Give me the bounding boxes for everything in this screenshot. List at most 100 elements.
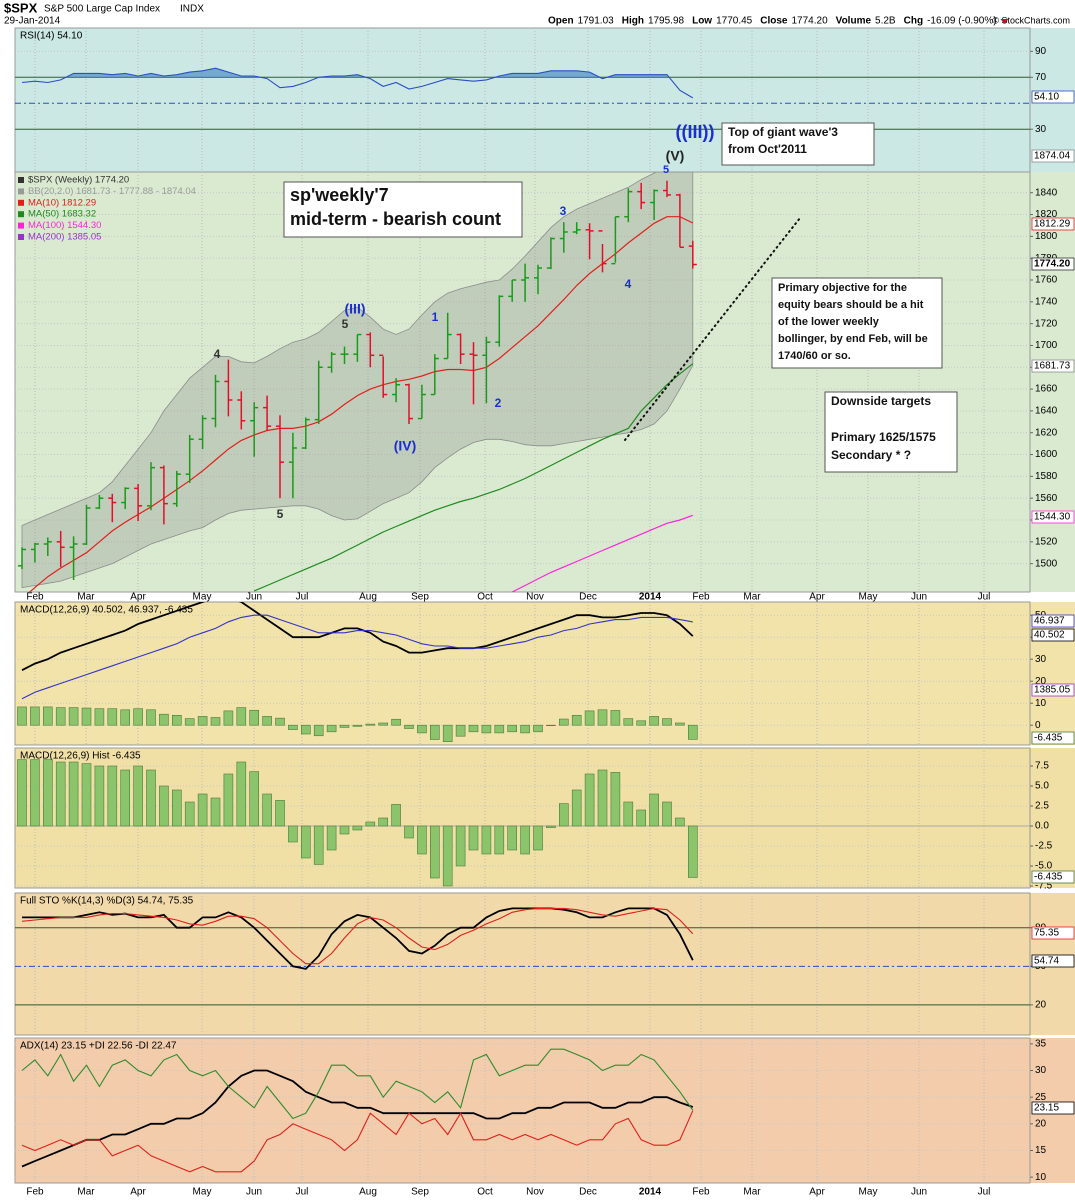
histogram-bar <box>133 708 143 726</box>
indicator-line <box>22 907 694 970</box>
histogram-bar <box>610 710 621 726</box>
note-text: Downside targets <box>831 394 931 408</box>
histogram-bar <box>429 825 440 879</box>
histogram-bar <box>649 716 659 726</box>
y-tick-label: 1500 <box>1035 558 1058 569</box>
histogram-bar <box>120 709 130 726</box>
histogram-bar <box>507 724 518 733</box>
legend-swatch <box>18 188 24 195</box>
legend-entry: $SPX (Weekly) 1774.20 <box>28 175 129 186</box>
y-tick-label: 1560 <box>1035 493 1058 504</box>
exchange: INDX <box>180 4 204 15</box>
x-tick-label: Mar <box>77 1187 95 1198</box>
histogram-bar <box>442 825 453 887</box>
value-tag-label: 1874.04 <box>1034 151 1071 162</box>
panel-frame <box>14 171 1031 593</box>
histogram-bar <box>262 793 272 827</box>
legend-entry: BB(20,2.0) 1681.73 - 1777.88 - 1874.04 <box>28 186 196 197</box>
histogram-bar <box>352 825 363 831</box>
histogram-bar <box>300 724 311 735</box>
x-tick-label: Apr <box>809 592 825 603</box>
histogram-bar <box>313 825 324 865</box>
quote-label: Chg <box>904 16 923 27</box>
histogram-bar <box>610 772 621 827</box>
histogram-bar <box>42 759 53 827</box>
trend-line <box>624 217 801 441</box>
value-tag-label: 54.74 <box>1034 956 1059 967</box>
wave-label: 3 <box>560 204 567 218</box>
y-tick-label: 1740 <box>1035 296 1058 307</box>
histogram-bar <box>146 709 156 726</box>
quote-value: 1795.98 <box>648 16 685 27</box>
histogram-bar <box>623 718 634 726</box>
histogram-bar <box>571 789 582 827</box>
wave-label: (V) <box>666 148 685 164</box>
histogram-bar <box>275 800 285 827</box>
panel-frame <box>14 1037 1031 1184</box>
wave-label: 5 <box>663 164 669 176</box>
x-tick-label: Jun <box>911 1187 927 1198</box>
histogram-bar <box>597 709 608 726</box>
histogram-bar <box>636 720 647 726</box>
x-tick-label: Apr <box>130 592 146 603</box>
value-tag-label: -6.435 <box>1034 872 1063 883</box>
histogram-bar <box>675 817 685 827</box>
legend-entry: MA(100) 1544.30 <box>28 220 101 231</box>
y-tick-label: 1700 <box>1035 340 1058 351</box>
histogram-bar <box>404 724 414 729</box>
histogram-bar <box>288 825 298 843</box>
value-tag <box>1031 149 1075 163</box>
histogram-bar <box>249 771 259 827</box>
y-tick-label: 1660 <box>1035 384 1058 395</box>
histogram-bar <box>146 769 156 827</box>
histogram-bar <box>326 724 337 733</box>
histogram-bar <box>468 724 479 733</box>
down-arrow <box>1000 19 1009 24</box>
note-text: Top of giant wave'3 <box>728 125 838 139</box>
histogram-bar <box>68 761 79 827</box>
histogram-bar <box>55 707 66 726</box>
date: 29-Jan-2014 <box>4 16 61 27</box>
histogram-bar <box>159 713 169 726</box>
quote-label: Volume <box>836 16 872 27</box>
panel-frame <box>14 747 1031 889</box>
histogram-bar <box>81 707 92 726</box>
y-tick-label: 30 <box>1035 654 1047 665</box>
histogram-bar <box>30 706 40 726</box>
legend-entry: MA(200) 1385.05 <box>28 232 101 243</box>
y-tick-label: 7.5 <box>1035 761 1049 772</box>
note-box <box>283 181 523 238</box>
value-tag <box>1031 628 1075 642</box>
indicator-line <box>21 67 694 99</box>
panel-title: MACD(12,26,9) Hist -6.435 <box>20 751 141 762</box>
note-text: Primary 1625/1575 <box>831 430 936 444</box>
histogram-bar <box>597 769 608 827</box>
x-tick-label: Aug <box>359 592 377 603</box>
y-tick-label: 10 <box>1035 698 1047 709</box>
histogram-bar <box>675 722 685 726</box>
value-tag-label: -6.435 <box>1034 733 1063 744</box>
histogram-bar <box>417 825 427 855</box>
histogram-bar <box>352 724 363 727</box>
y-tick-label: 1520 <box>1035 536 1058 547</box>
y-tick-label: 1720 <box>1035 318 1058 329</box>
x-tick-label: Apr <box>809 1187 825 1198</box>
y-tick-label: 1580 <box>1035 471 1058 482</box>
panel-frame <box>14 892 1031 1036</box>
histogram-bar <box>584 710 595 726</box>
wave-label: 1 <box>432 310 439 324</box>
x-tick-label: Oct <box>477 592 493 603</box>
y-tick-label: 90 <box>1035 46 1047 57</box>
panel-title: RSI(14) 54.10 <box>20 31 83 42</box>
histogram-bar <box>55 761 66 827</box>
histogram-bar <box>210 797 221 827</box>
histogram-bar <box>339 825 350 835</box>
histogram-bar <box>249 709 259 726</box>
quote-value: -16.09 (-0.90%) <box>927 16 996 27</box>
wave-label: (III) <box>345 301 366 317</box>
wave-label: 5 <box>277 507 284 521</box>
histogram-bar <box>107 708 118 726</box>
x-tick-label: Oct <box>477 1187 493 1198</box>
histogram-bar <box>481 825 492 855</box>
note-box <box>721 122 875 166</box>
